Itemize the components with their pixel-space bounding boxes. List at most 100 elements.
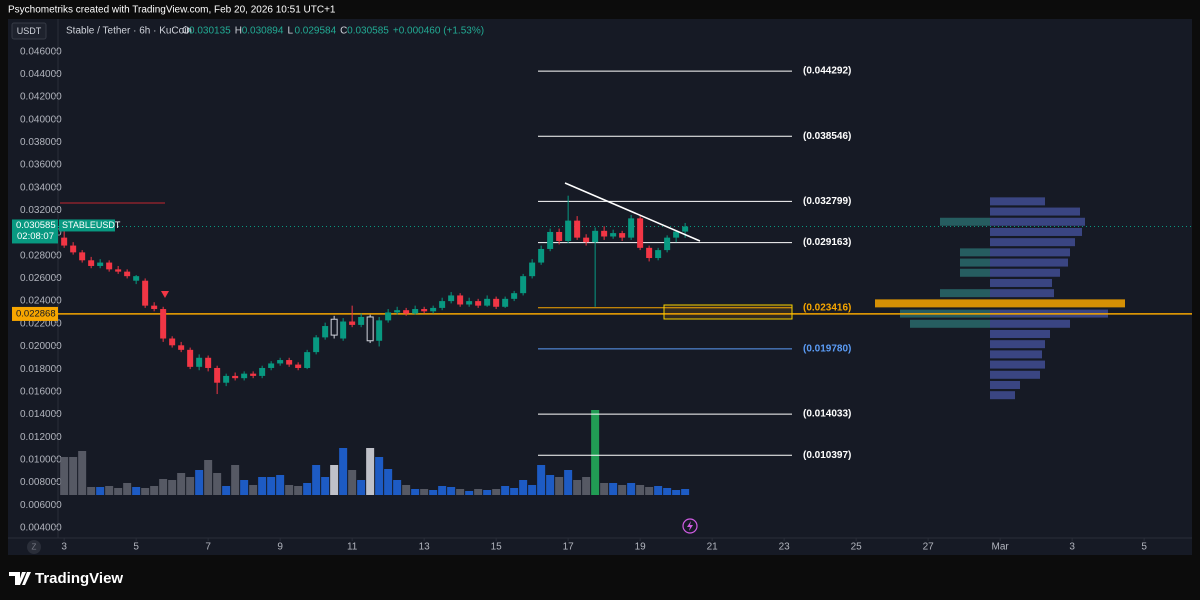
volume-bar [267,477,276,495]
candle-body [574,220,581,238]
profile-right-bar [990,248,1070,257]
candle-body [619,233,626,238]
volume-bar [609,483,618,495]
candle-body [628,218,635,238]
legend-value: 0.030135 [189,26,231,37]
candle-body [403,310,410,314]
candle-body [592,230,599,243]
candle-body [97,262,104,266]
legend-key: O [182,26,190,37]
symbol-tag [59,219,115,232]
profile-left-bar [940,289,990,298]
y-tick-label: 0.006000 [20,500,62,511]
profile-right-bar [990,258,1068,267]
candle-body [178,345,185,350]
candle-body [457,295,464,305]
level-label: (0.029163) [803,237,851,248]
volume-bar [456,489,465,495]
profile-right-bar [990,380,1020,389]
y-tick-label: 0.026000 [20,273,62,284]
legend-key: C [340,26,347,37]
symbol-label: STABLEUSDT [62,220,121,230]
y-tick-label: 0.040000 [20,114,62,125]
legend-key: L [287,26,293,37]
volume-bar [465,491,474,495]
candle-body [124,271,131,277]
profile-right-bar [990,238,1075,247]
candle-body [520,276,527,294]
candle-body [277,360,284,364]
candle-body [430,307,437,312]
currency-label[interactable]: USDT [17,26,42,36]
volume-bar [366,448,375,495]
volume-bar [384,469,393,495]
profile-left-bar [875,299,990,308]
currency-button[interactable] [11,22,47,40]
candle-body [394,310,401,313]
volume-bar [240,480,249,495]
volume-bar [375,457,384,495]
candle-body [268,363,275,368]
candle-body [502,298,509,307]
x-tick-label: 19 [635,542,647,553]
candle-body [250,373,257,376]
event-icon[interactable] [682,518,698,534]
volume-bar [303,483,312,495]
x-tick-label: 27 [923,542,935,553]
y-tick-label: 0.028000 [20,250,62,261]
candle-body [412,309,419,314]
candle-body [88,260,95,266]
candle-body [223,375,230,383]
level-label: (0.038546) [803,131,851,142]
candle-body [601,230,608,237]
volume-bar [312,465,321,495]
y-tick-label: 0.038000 [20,137,62,148]
volume-bar [195,470,204,495]
volume-bar [564,470,573,495]
logo-mark [9,572,31,585]
volume-bar [672,490,681,495]
x-tick-label: 23 [779,542,791,553]
y-tick-label: 0.036000 [20,160,62,171]
x-tick-label: 11 [347,542,358,553]
candle-body [313,337,320,353]
volume-bar [348,470,357,495]
level-label: (0.044292) [803,66,851,77]
volume-bar [204,460,213,495]
candle-body [448,295,455,302]
legend-value: +0.000460 (+1.53%) [393,26,484,37]
volume-bar [123,483,132,495]
candle-body [610,233,617,237]
candle-body [538,248,545,263]
candle-body [349,321,356,325]
volume-bar [474,489,483,495]
volume-bar [618,485,627,495]
event-bolt[interactable] [687,521,693,531]
symbol-title: Stable / Tether · 6h · KuCoin [66,26,192,37]
volume-bar [186,477,195,495]
candle-body [529,262,536,277]
profile-left-bar [940,217,990,226]
candle-body [196,357,203,367]
zoom-icon[interactable]: Z [32,543,37,552]
candle-body [466,301,473,305]
y-tick-label: 0.034000 [20,182,62,193]
profile-right-bar [990,227,1082,236]
volume-bar [681,489,690,495]
volume-bar [159,479,168,495]
volume-bar [114,488,123,495]
volume-bar [132,487,141,495]
sell-marker [161,291,169,298]
profile-right-bar [990,207,1080,216]
volume-bar [627,483,636,495]
zoom-button[interactable] [27,540,41,554]
candle-body [79,252,86,261]
volume-bar [87,487,96,495]
candle-body [565,220,572,242]
volume-bar [150,486,159,495]
candle-body [439,301,446,308]
volume-bar [591,410,600,495]
volume-bar [168,480,177,495]
volume-bar [573,480,582,495]
